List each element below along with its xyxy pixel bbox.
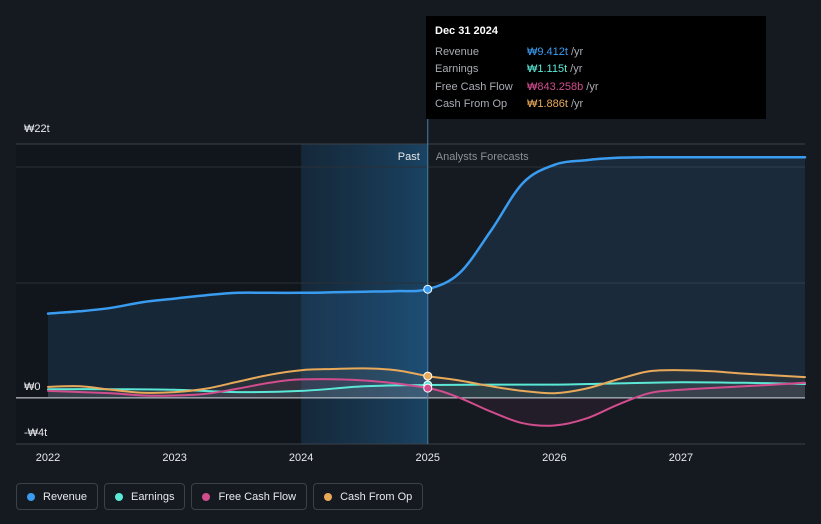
tooltip-value: ₩1.886t (527, 98, 568, 111)
revenue-marker (423, 284, 433, 294)
legend-item-free-cash-flow[interactable]: Free Cash Flow (191, 483, 308, 510)
tooltip-label: Revenue (435, 45, 480, 58)
tooltip-value: ₩843.258b (527, 80, 584, 93)
tooltip-unit: /yr (586, 80, 599, 93)
y-axis-label: ₩0 (24, 381, 41, 393)
revenue-line (46, 156, 807, 315)
legend-dot-icon (202, 492, 211, 501)
highlight-region-bg (301, 144, 428, 444)
cash-from-op-marker (423, 371, 433, 381)
x-tick-label: 2022 (36, 452, 60, 464)
x-tick-label: 2023 (162, 452, 186, 464)
legend-dot-icon (324, 492, 333, 501)
tooltip-unit: /yr (570, 45, 584, 58)
free-cash-flow-area (48, 379, 805, 426)
tooltip-row-free-cash-flow: Free Cash Flow ₩843.258b /yr (435, 78, 757, 96)
cash-from-op-line (47, 367, 806, 395)
legend-item-cash-from-op[interactable]: Cash From Op (313, 483, 424, 510)
legend-dot-icon (115, 492, 124, 501)
past-label: Past (398, 151, 420, 163)
legend-dot-icon (27, 492, 35, 501)
tooltip-row-cash-from-op: Cash From Op ₩1.886t /yr (435, 96, 757, 114)
revenue-area (48, 157, 805, 398)
tooltip-row-revenue: Revenue ₩9.412t /yr (435, 43, 757, 61)
forecast-label: Analysts Forecasts (436, 151, 529, 163)
tooltip-label: Earnings (435, 63, 479, 76)
tooltip-label: Cash From Op (435, 98, 508, 111)
x-tick-label: 2025 (416, 452, 440, 464)
legend-label: Cash From Op (340, 490, 413, 503)
tooltip-value: ₩1.115t (527, 63, 568, 76)
tooltip-label: Free Cash Flow (435, 80, 513, 93)
x-tick-label: 2027 (669, 452, 693, 464)
legend-item-earnings[interactable]: Earnings (104, 483, 186, 510)
tooltip-value: ₩9.412t (527, 45, 568, 58)
tooltip-unit: /yr (570, 63, 583, 76)
y-axis-label: ₩22t (24, 123, 50, 135)
tooltip-row-earnings: Earnings ₩1.115t /yr (435, 61, 757, 79)
chart-legend: Revenue Earnings Free Cash Flow Cash Fro… (16, 483, 424, 512)
legend-label: Earnings (131, 490, 175, 503)
legend-label: Free Cash Flow (218, 490, 297, 503)
free-cash-flow-line (47, 378, 806, 427)
y-axis-label: -₩4t (24, 427, 47, 439)
data-tooltip: Dec 31 2024 Revenue ₩9.412t /yr Earnings… (426, 16, 766, 119)
free-cash-flow-marker (423, 383, 433, 393)
legend-item-revenue[interactable]: Revenue (16, 483, 99, 510)
x-tick-label: 2024 (289, 452, 313, 464)
past-region-bg (16, 144, 302, 444)
tooltip-unit: /yr (570, 98, 584, 111)
x-tick-label: 2026 (542, 452, 566, 464)
legend-label: Revenue (43, 490, 88, 503)
tooltip-date: Dec 31 2024 (435, 25, 498, 37)
